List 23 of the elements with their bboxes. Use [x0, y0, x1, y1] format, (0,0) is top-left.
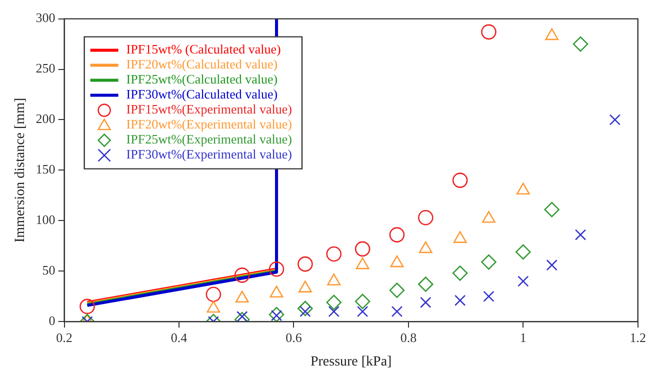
legend-label: IPF20wt%(Experimental value): [126, 116, 292, 132]
y-tick-label: 200: [36, 111, 56, 126]
x-tick-label: 0.4: [170, 330, 188, 345]
x-tick-label: 0.6: [286, 330, 302, 345]
x-tick-label: 1.2: [630, 330, 646, 345]
legend-label: IPF30wt%(Experimental value): [126, 146, 292, 162]
legend-label: IPF25wt%(Experimental value): [126, 132, 292, 147]
x-tick-label: 0.8: [400, 330, 417, 345]
x-tick-label: 0.2: [56, 330, 72, 345]
legend-label: IPF20wt%(Calculated value): [126, 56, 278, 72]
x-tick-label: 1: [520, 330, 526, 345]
y-tick-label: 100: [36, 212, 56, 228]
y-axis-title: Immersion distance [mm]: [13, 98, 28, 243]
y-tick-label: 150: [36, 162, 56, 177]
legend-label: IPF15wt%(Experimental value): [126, 102, 292, 117]
y-tick-label: 300: [36, 10, 56, 26]
legend-label: IPF15wt% (Calculated value): [126, 42, 281, 57]
y-tick-label: 0: [48, 313, 56, 328]
y-tick-label: 250: [36, 60, 56, 76]
legend-label: IPF25wt%(Calculated value): [126, 72, 278, 87]
y-tick-label: 50: [42, 262, 56, 278]
x-axis-title: Pressure [kPa]: [310, 354, 392, 370]
legend-label: IPF30wt%(Calculated value): [126, 86, 278, 102]
